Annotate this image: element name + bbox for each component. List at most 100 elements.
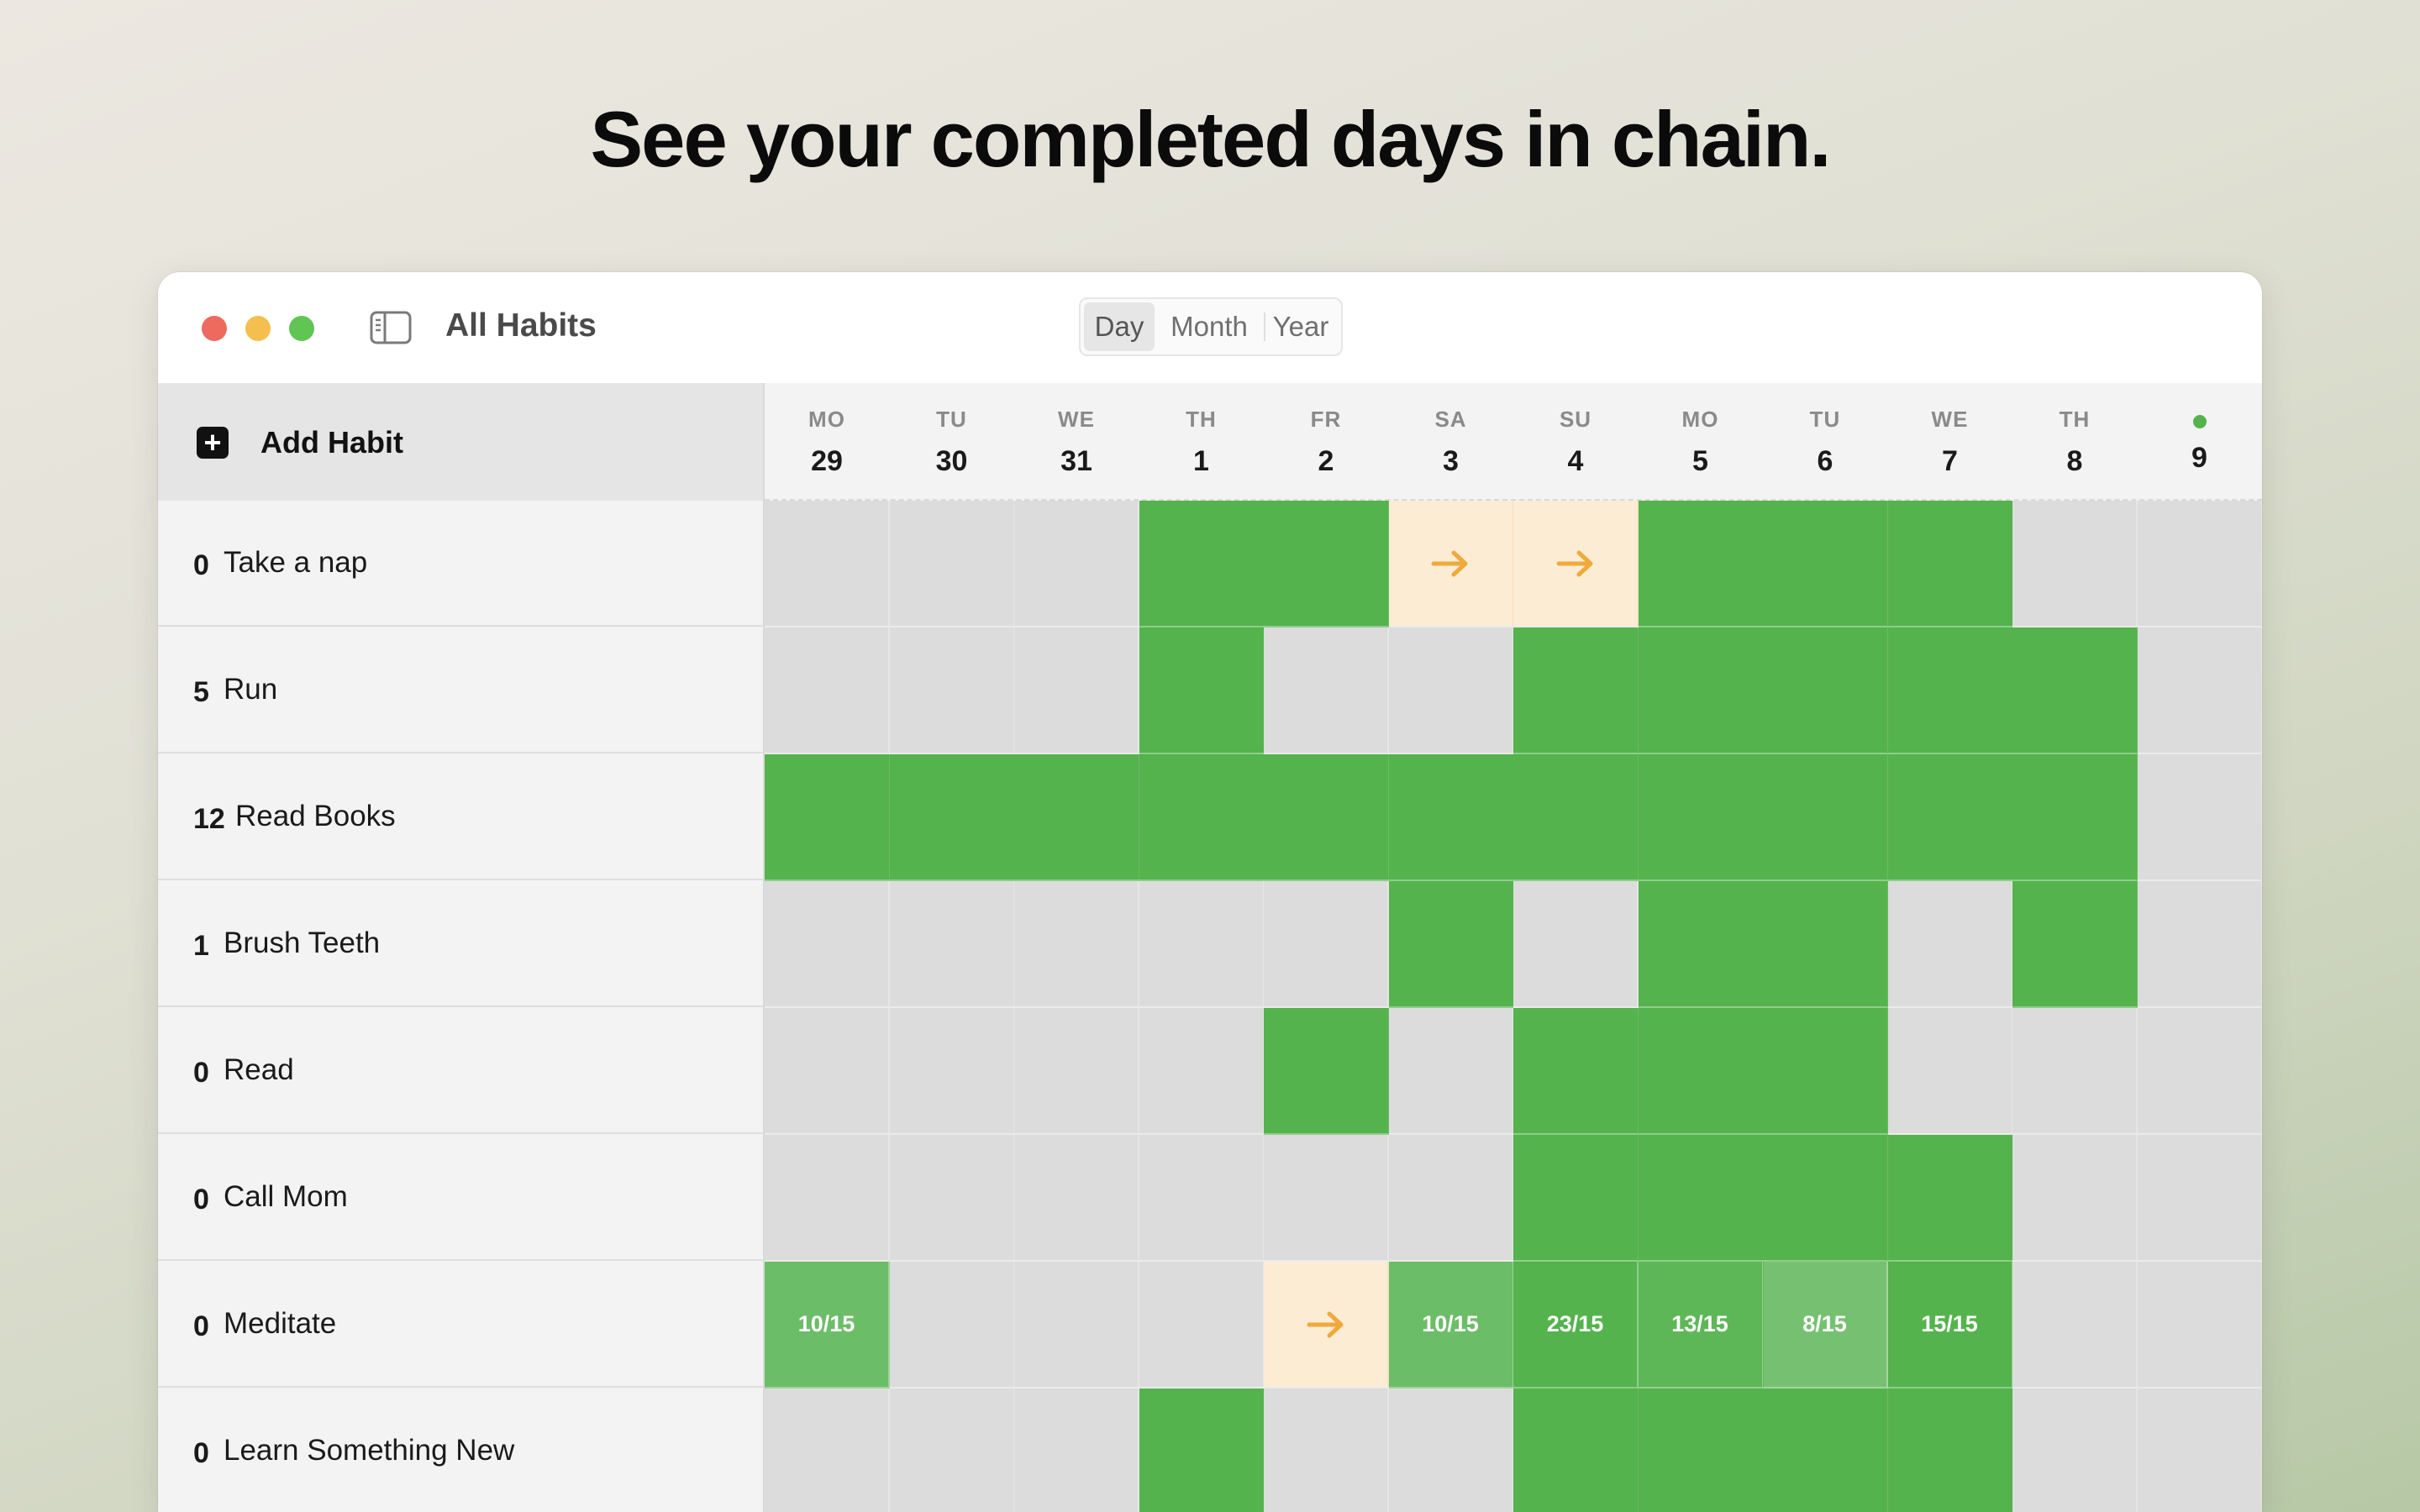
habit-cell-empty[interactable] bbox=[2137, 501, 2262, 627]
habit-cell-done[interactable] bbox=[1139, 1389, 1265, 1512]
habit-cell-empty[interactable] bbox=[2137, 1389, 2262, 1512]
habit-cell-empty[interactable] bbox=[1264, 1389, 1389, 1512]
add-habit-button[interactable]: + Add Habit bbox=[158, 383, 763, 501]
tab-month[interactable]: Month bbox=[1171, 311, 1248, 342]
habit-cell-empty[interactable] bbox=[1014, 1008, 1139, 1135]
habit-cell-done[interactable] bbox=[1139, 501, 1265, 627]
habit-cell-empty[interactable] bbox=[765, 881, 890, 1008]
habit-cell-done[interactable] bbox=[2012, 754, 2138, 881]
habit-cell-empty[interactable] bbox=[1139, 881, 1265, 1008]
habit-row[interactable]: 0 Learn Something New bbox=[158, 1389, 763, 1512]
habit-cell-empty[interactable] bbox=[1014, 881, 1139, 1008]
habit-cell-done[interactable] bbox=[1388, 754, 1514, 881]
habit-cell-empty[interactable] bbox=[2137, 1262, 2262, 1389]
habit-cell-skipped[interactable] bbox=[1388, 501, 1514, 627]
habit-cell-done[interactable] bbox=[1139, 627, 1265, 754]
habit-cell-done[interactable] bbox=[1513, 1008, 1639, 1135]
window-maximize-button[interactable] bbox=[289, 316, 314, 341]
habit-row[interactable]: 0 Read bbox=[158, 1008, 763, 1134]
habit-cell-empty[interactable] bbox=[1264, 1135, 1389, 1262]
habit-cell-empty[interactable] bbox=[2012, 1262, 2138, 1389]
habit-cell-done[interactable] bbox=[2012, 881, 2138, 1008]
habit-row[interactable]: 0 Take a nap bbox=[158, 501, 763, 627]
habit-cell-empty[interactable] bbox=[1139, 1135, 1265, 1262]
habit-cell-partial[interactable]: 15/15 bbox=[1887, 1262, 2013, 1389]
habit-cell-done[interactable] bbox=[1264, 501, 1389, 627]
habit-cell-empty[interactable] bbox=[2012, 1135, 2138, 1262]
habit-cell-empty[interactable] bbox=[1014, 501, 1139, 627]
habit-cell-empty[interactable] bbox=[765, 1135, 890, 1262]
habit-cell-skipped[interactable] bbox=[1513, 501, 1639, 627]
habit-cell-done[interactable] bbox=[1513, 754, 1639, 881]
habit-cell-empty[interactable] bbox=[2012, 1389, 2138, 1512]
habit-cell-empty[interactable] bbox=[1513, 881, 1639, 1008]
habit-cell-done[interactable] bbox=[1763, 881, 1888, 1008]
tab-day[interactable]: Day bbox=[1084, 302, 1155, 351]
habit-cell-empty[interactable] bbox=[1388, 1008, 1514, 1135]
habit-cell-partial[interactable]: 23/15 bbox=[1513, 1262, 1639, 1389]
habit-cell-done[interactable] bbox=[1513, 1389, 1639, 1512]
habit-cell-empty[interactable] bbox=[1139, 1008, 1265, 1135]
habit-cell-empty[interactable] bbox=[765, 1389, 890, 1512]
habit-cell-empty[interactable] bbox=[2012, 1008, 2138, 1135]
habit-row[interactable]: 1 Brush Teeth bbox=[158, 881, 763, 1007]
habit-cell-done[interactable] bbox=[1638, 1389, 1764, 1512]
habit-cell-done[interactable] bbox=[1763, 627, 1888, 754]
habit-cell-partial[interactable]: 10/15 bbox=[1388, 1262, 1514, 1389]
habit-cell-done[interactable] bbox=[1763, 1008, 1888, 1135]
habit-cell-partial[interactable]: 10/15 bbox=[765, 1262, 890, 1389]
habit-cell-empty[interactable] bbox=[1014, 627, 1139, 754]
habit-cell-empty[interactable] bbox=[889, 881, 1015, 1008]
habit-cell-done[interactable] bbox=[1887, 1135, 2013, 1262]
habit-cell-done[interactable] bbox=[889, 754, 1015, 881]
habit-cell-done[interactable] bbox=[1638, 754, 1764, 881]
window-minimize-button[interactable] bbox=[245, 316, 271, 341]
habit-cell-done[interactable] bbox=[1763, 754, 1888, 881]
habit-cell-done[interactable] bbox=[1513, 1135, 1639, 1262]
habit-cell-empty[interactable] bbox=[889, 1262, 1015, 1389]
habit-cell-empty[interactable] bbox=[1887, 1008, 2013, 1135]
habit-cell-empty[interactable] bbox=[889, 627, 1015, 754]
habit-cell-done[interactable] bbox=[1014, 754, 1139, 881]
habit-cell-empty[interactable] bbox=[1014, 1135, 1139, 1262]
habit-cell-empty[interactable] bbox=[765, 627, 890, 754]
habit-cell-done[interactable] bbox=[1887, 754, 2013, 881]
habit-cell-done[interactable] bbox=[1638, 881, 1764, 1008]
habit-cell-done[interactable] bbox=[1763, 1389, 1888, 1512]
habit-cell-done[interactable] bbox=[1139, 754, 1265, 881]
habit-cell-done[interactable] bbox=[1264, 1008, 1389, 1135]
habit-cell-empty[interactable] bbox=[889, 501, 1015, 627]
habit-cell-empty[interactable] bbox=[765, 501, 890, 627]
habit-cell-empty[interactable] bbox=[765, 1008, 890, 1135]
habit-cell-empty[interactable] bbox=[1388, 1135, 1514, 1262]
habit-cell-empty[interactable] bbox=[1014, 1262, 1139, 1389]
habit-cell-empty[interactable] bbox=[889, 1008, 1015, 1135]
habit-cell-done[interactable] bbox=[2012, 627, 2138, 754]
habit-cell-empty[interactable] bbox=[2137, 1008, 2262, 1135]
habit-cell-done[interactable] bbox=[1887, 627, 2013, 754]
habit-cell-done[interactable] bbox=[1388, 881, 1514, 1008]
habit-cell-done[interactable] bbox=[1887, 501, 2013, 627]
habit-cell-done[interactable] bbox=[1638, 1008, 1764, 1135]
habit-cell-empty[interactable] bbox=[2137, 1135, 2262, 1262]
habit-cell-done[interactable] bbox=[1638, 501, 1764, 627]
habit-cell-empty[interactable] bbox=[889, 1389, 1015, 1512]
habit-cell-empty[interactable] bbox=[2137, 754, 2262, 881]
window-close-button[interactable] bbox=[202, 316, 227, 341]
habit-cell-partial[interactable]: 13/15 bbox=[1638, 1262, 1764, 1389]
habit-cell-done[interactable] bbox=[1513, 627, 1639, 754]
habit-cell-done[interactable] bbox=[1763, 501, 1888, 627]
habit-cell-empty[interactable] bbox=[889, 1135, 1015, 1262]
habit-cell-skipped[interactable] bbox=[1264, 1262, 1389, 1389]
habit-cell-done[interactable] bbox=[1264, 754, 1389, 881]
habit-cell-done[interactable] bbox=[1638, 1135, 1764, 1262]
habit-row[interactable]: 12 Read Books bbox=[158, 754, 763, 880]
habit-cell-empty[interactable] bbox=[2137, 881, 2262, 1008]
habit-row[interactable]: 0 Meditate bbox=[158, 1262, 763, 1388]
habit-cell-empty[interactable] bbox=[1264, 881, 1389, 1008]
habit-cell-done[interactable] bbox=[765, 754, 890, 881]
habit-cell-empty[interactable] bbox=[1388, 627, 1514, 754]
habit-cell-done[interactable] bbox=[1763, 1135, 1888, 1262]
habit-cell-empty[interactable] bbox=[2012, 501, 2138, 627]
habit-cell-empty[interactable] bbox=[1388, 1389, 1514, 1512]
